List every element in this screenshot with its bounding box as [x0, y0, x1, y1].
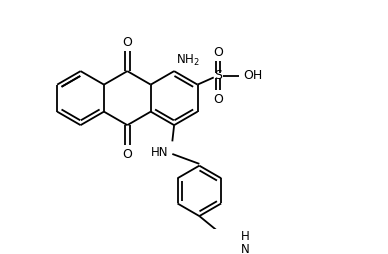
- Text: HN: HN: [151, 146, 169, 159]
- Text: N: N: [241, 243, 249, 254]
- Text: H: H: [241, 230, 249, 243]
- Text: O: O: [122, 36, 132, 49]
- Text: O: O: [213, 93, 223, 106]
- Text: NH$_2$: NH$_2$: [176, 52, 200, 68]
- Text: O: O: [122, 148, 132, 161]
- Text: S: S: [214, 69, 222, 82]
- Text: O: O: [213, 45, 223, 58]
- Text: OH: OH: [243, 69, 263, 82]
